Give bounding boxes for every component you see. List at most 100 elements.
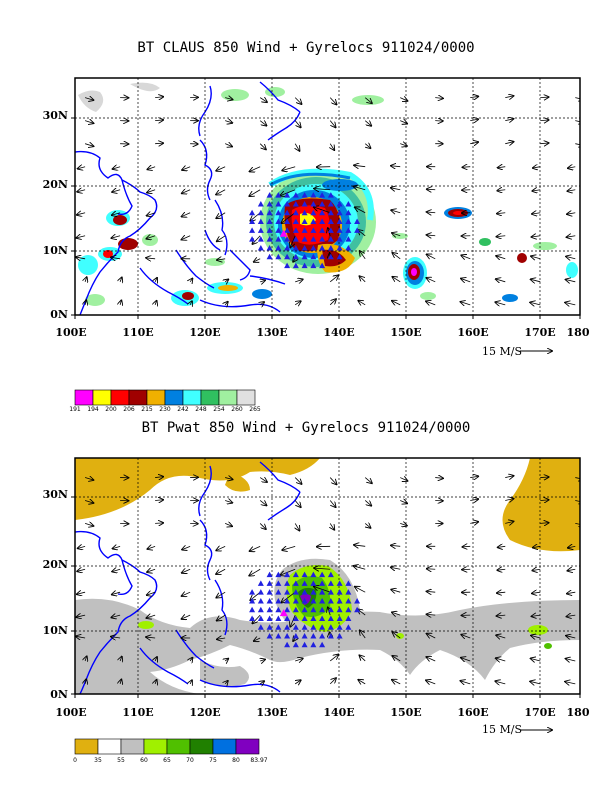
top-ticks <box>71 117 581 319</box>
top-wind-vector <box>182 190 191 194</box>
bottom-ticks <box>71 496 581 698</box>
bottom-wind-vector <box>77 592 86 594</box>
bottom-wind-vector <box>358 680 366 684</box>
top-wind-vector <box>426 301 436 305</box>
top-wind-vector <box>155 97 163 98</box>
top-gyre-triangle <box>310 218 317 225</box>
top-gyre-triangle <box>319 262 326 269</box>
bottom-wind-vector <box>225 523 232 526</box>
bottom-wind-vector <box>355 587 366 593</box>
top-lon-label-100e: 100E <box>55 326 87 339</box>
bottom-wind-vector <box>330 523 334 529</box>
top-wind-vector <box>146 236 156 239</box>
bottom-gyre-triangle <box>310 589 317 595</box>
top-gyre-triangle <box>301 244 308 251</box>
top-wind-vector <box>294 120 300 128</box>
top-gyre-triangle <box>327 209 334 216</box>
top-gyre-triangle <box>327 192 334 198</box>
bottom-wind-vector <box>249 568 261 575</box>
top-gyre-triangle <box>266 227 273 233</box>
top-wind-vector <box>282 167 296 171</box>
top-colorbar-swatch-0 <box>74 389 94 406</box>
top-gyre-triangle <box>319 200 326 207</box>
bottom-wind-vectors <box>76 476 580 684</box>
top-gyre-triangle <box>301 200 308 207</box>
top-wind-vector <box>84 98 93 100</box>
bottom-gyre-triangle <box>292 615 299 621</box>
bottom-map-frame <box>74 457 581 695</box>
top-wind-vector <box>254 259 261 262</box>
top-wind-vector <box>400 98 407 101</box>
top-wind-vector <box>120 300 121 304</box>
top-map-panel <box>75 78 580 315</box>
top-gyre-triangle <box>275 244 282 251</box>
bottom-lon-label-130e: 130E <box>256 706 288 719</box>
bottom-wind-vector <box>281 591 296 602</box>
bottom-wind-vector <box>329 655 338 662</box>
bottom-wind-vector <box>252 614 261 623</box>
bottom-gyre-triangle <box>275 624 282 630</box>
top-wind-vector <box>533 167 541 168</box>
top-lat-label-30n: 30N <box>42 109 68 122</box>
bottom-cb-label-6: 75 <box>209 757 217 764</box>
top-wind-vector <box>252 235 261 244</box>
top-wind-vector <box>565 303 576 305</box>
top-gyre-triangle <box>319 218 326 225</box>
top-gyre-triangle <box>249 236 256 242</box>
bottom-wind-vector <box>182 569 191 573</box>
top-lon-label-170e: 170E <box>524 326 556 339</box>
top-wind-vector <box>78 167 86 169</box>
bottom-wind-vector <box>505 521 513 523</box>
top-wind-vectors <box>76 96 580 305</box>
top-gyre-triangle <box>319 209 326 216</box>
bottom-colorbar-swatch-2 <box>120 738 145 755</box>
top-lon-label-130e: 130E <box>256 326 288 339</box>
bottom-gyre-triangle <box>266 597 273 604</box>
bottom-wind-vector <box>259 478 267 482</box>
bottom-wind-vector <box>498 546 506 547</box>
bottom-wind-vector <box>120 679 121 683</box>
bottom-lon-label-160e: 160E <box>457 706 489 719</box>
bottom-wind-vector <box>225 478 232 480</box>
top-wind-vector <box>355 207 366 214</box>
top-wind-vector <box>354 165 366 166</box>
top-wind-vector <box>290 235 296 248</box>
top-gyre-triangle <box>292 253 299 260</box>
top-gyre-triangle <box>336 253 343 260</box>
top-wind-vector <box>461 279 471 282</box>
bottom-gyre-triangle <box>266 571 273 578</box>
top-colorbar-swatch-4 <box>146 389 166 406</box>
bottom-wind-vector <box>392 632 401 639</box>
bottom-gyre-triangle <box>292 633 299 639</box>
top-wind-vector <box>295 143 299 151</box>
bottom-wind-vector <box>216 591 226 597</box>
bottom-wind-vector <box>155 523 163 524</box>
top-wind-vector <box>365 144 370 148</box>
bottom-wind-vector <box>147 546 156 549</box>
bottom-coastlines <box>75 461 301 694</box>
top-cloud-features <box>78 82 578 306</box>
bottom-gyre-triangle <box>327 606 334 613</box>
top-wind-vector <box>330 143 334 150</box>
bottom-wind-vector <box>314 586 331 593</box>
top-gyre-triangle <box>327 227 334 233</box>
bottom-gyre-triangle <box>301 624 308 630</box>
bottom-gyre-triangle <box>301 641 308 648</box>
bottom-wind-vector <box>216 546 226 550</box>
bottom-gyre-triangle <box>266 606 273 613</box>
bottom-pwat-fields <box>75 458 580 694</box>
top-wind-vector <box>329 97 336 105</box>
top-gyre-triangle <box>301 218 308 225</box>
bottom-wind-vector <box>391 567 401 569</box>
top-wind-vector <box>567 213 576 214</box>
top-wind-vector <box>225 302 228 305</box>
top-wind-vector <box>146 258 156 259</box>
bottom-gyre-triangle <box>345 606 352 613</box>
top-wind-vector <box>260 280 265 281</box>
top-cb-label-2: 200 <box>105 406 117 413</box>
bottom-cb-label-7: 80 <box>232 757 240 764</box>
bottom-gyre-triangle <box>327 597 334 604</box>
top-wind-vector <box>225 280 228 282</box>
top-gyre-triangle <box>275 218 282 225</box>
top-wind-vector <box>505 96 513 98</box>
